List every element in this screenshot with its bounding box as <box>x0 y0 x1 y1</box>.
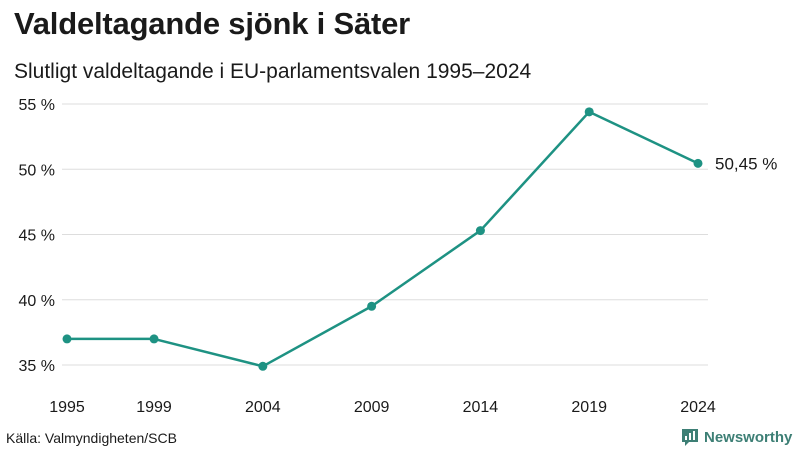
brand-name: Newsworthy <box>704 428 793 446</box>
series-line <box>67 110 699 368</box>
x-tick-label: 1999 <box>136 399 172 416</box>
series-line-layer <box>67 110 699 368</box>
data-point <box>62 334 72 344</box>
data-point <box>584 107 594 117</box>
source-note: Källa: Valmyndigheten/SCB <box>6 430 177 446</box>
y-tick-label: 50 % <box>19 162 55 179</box>
data-point <box>367 301 377 311</box>
bar-chart-speech-icon <box>682 429 698 446</box>
y-tick-label: 55 % <box>19 97 55 114</box>
y-axis-tick-labels: 35 % 40 % 45 % 50 % 55 % <box>19 97 55 375</box>
x-axis-tick-labels: 1995 1999 2004 2009 2014 2019 2024 <box>49 399 716 416</box>
chart-title: Valdeltagande sjönk i Säter <box>14 6 411 41</box>
data-labels: 50,45 % <box>715 154 777 173</box>
data-point <box>475 226 485 236</box>
data-point <box>693 158 703 168</box>
y-tick-label: 45 % <box>19 228 55 245</box>
x-tick-label: 2004 <box>245 399 281 416</box>
data-point <box>149 334 159 344</box>
chart-subtitle: Slutligt valdeltagande i EU-parlamentsva… <box>14 60 532 83</box>
x-tick-label: 2014 <box>463 399 499 416</box>
x-tick-label: 1995 <box>49 399 85 416</box>
x-tick-label: 2009 <box>354 399 390 416</box>
x-tick-label: 2019 <box>571 399 607 416</box>
grid-lines <box>62 103 708 366</box>
brand-logo: Newsworthy <box>680 427 792 447</box>
data-points <box>62 107 703 371</box>
y-tick-label: 40 % <box>19 293 55 310</box>
data-point <box>258 361 268 371</box>
y-tick-label: 35 % <box>19 358 55 375</box>
x-tick-label: 2024 <box>680 399 716 416</box>
end-value-label: 50,45 % <box>715 154 777 173</box>
